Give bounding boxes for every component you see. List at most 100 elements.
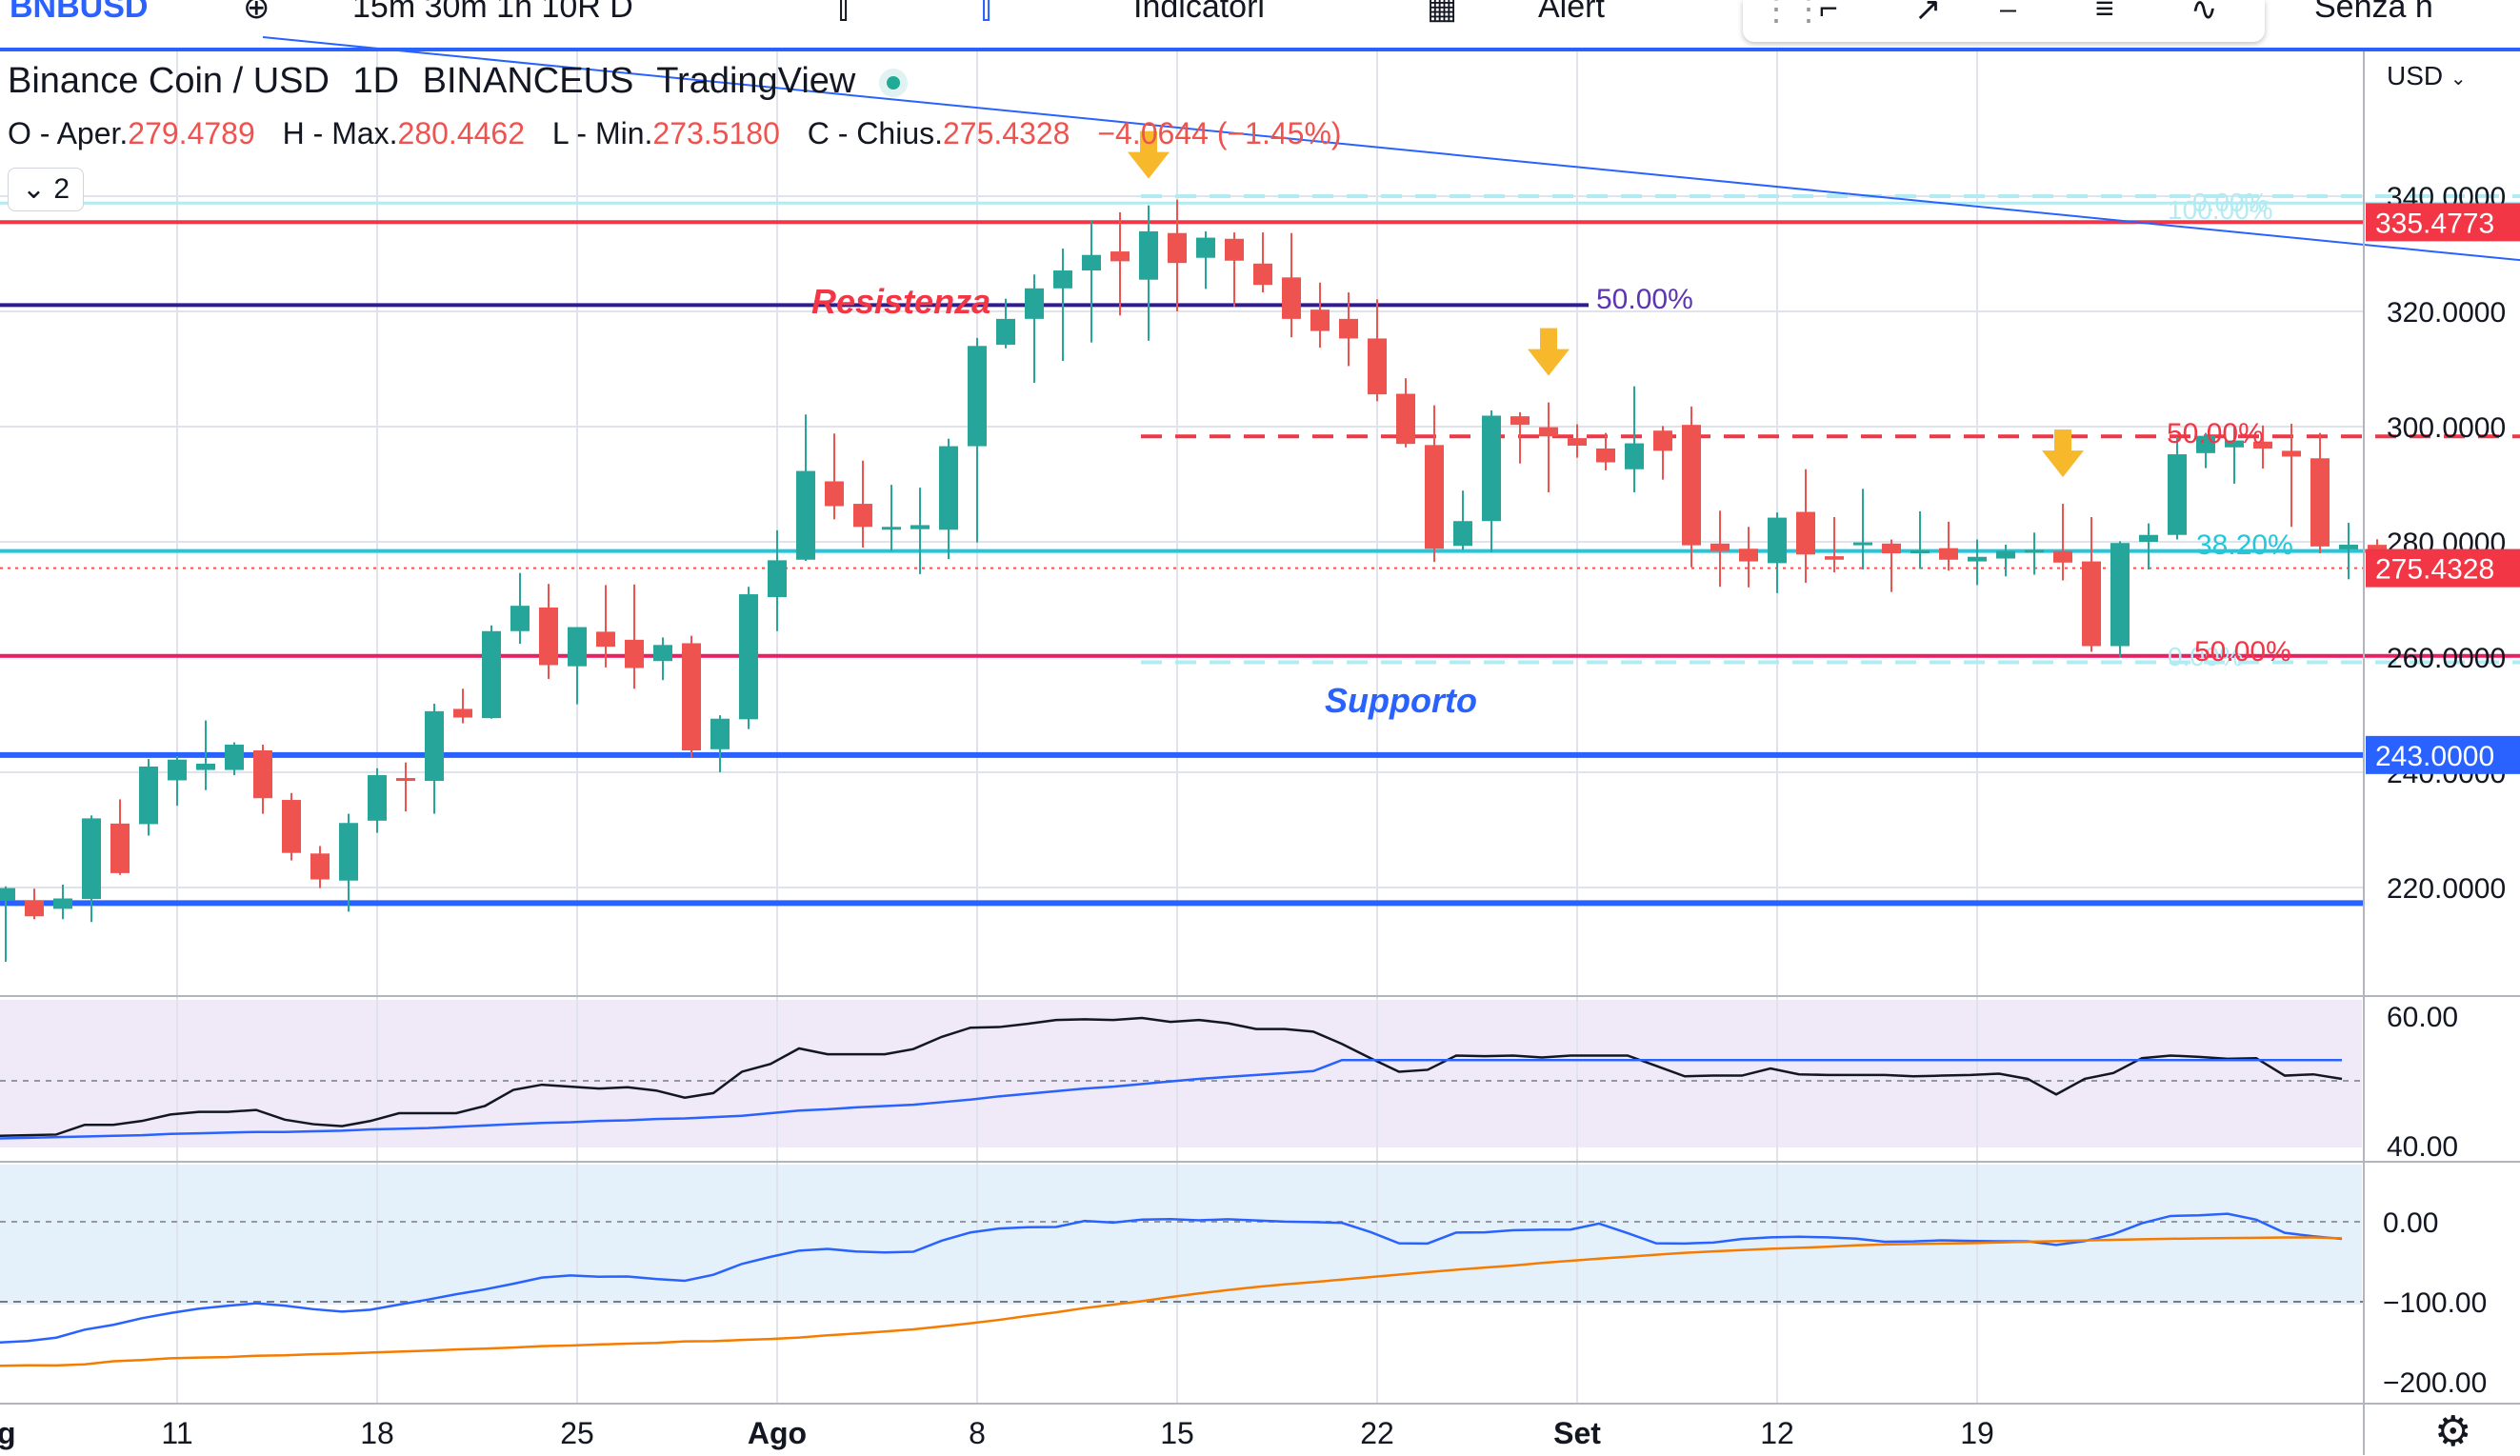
trendline-tool-icon[interactable]: ⌐ [1819, 0, 1838, 27]
candles [0, 130, 2387, 963]
candle-body [625, 639, 644, 668]
candle-body [1510, 416, 1530, 426]
price-axis-label: 320.0000 [2387, 297, 2506, 329]
oscillators [0, 1016, 2364, 1367]
arrow-head [1128, 151, 1170, 179]
candle-body [1082, 254, 1101, 271]
low-label: L - Min. [551, 116, 653, 150]
alert-button[interactable]: Alert [1538, 0, 1605, 25]
osc2-axis-label: 0.00 [2383, 1207, 2438, 1239]
candle-body [539, 607, 558, 666]
fib-50-purple-label: 50.00% [1596, 284, 1693, 315]
settings-gear-icon[interactable]: ⚙ [2434, 1408, 2472, 1455]
candle-body [1625, 443, 1644, 469]
candle-body [653, 645, 672, 662]
candle-body [1053, 270, 1072, 289]
candle-body [996, 318, 1015, 346]
time-axis-label: 25 [560, 1416, 594, 1450]
candle-body [1768, 517, 1787, 564]
indicators-button[interactable]: Indicatori [1133, 0, 1265, 25]
candle-body [82, 818, 101, 900]
candle-body [1253, 263, 1272, 286]
indicators-collapse-button[interactable]: ⌄ 2 [8, 168, 84, 211]
price-axis-label: 260.0000 [2387, 643, 2506, 674]
high-value: 280.4462 [397, 116, 525, 150]
osc2-line-orange [0, 1236, 2343, 1367]
layout-name-button[interactable]: Senza n [2314, 0, 2433, 25]
osc2-line-blue [0, 1212, 2343, 1345]
candle-body [882, 527, 901, 530]
candle-body [1739, 548, 1758, 562]
brush-tool-icon[interactable]: ↗ [1914, 0, 1942, 28]
candle-body [939, 446, 958, 530]
candle-body [853, 504, 872, 528]
time-axis[interactable]: ug 11 18 25 Ago 8 15 22 Set 12 19 [0, 1416, 1994, 1450]
candle-body [1796, 511, 1815, 555]
candle-body [25, 900, 44, 917]
resistance-label: Resistenza [811, 282, 990, 321]
templates-icon[interactable]: ▦ [1427, 0, 1458, 26]
candles-icon[interactable]: ⫿ [981, 0, 991, 25]
time-axis-label: 12 [1760, 1416, 1794, 1450]
candle-body [310, 853, 330, 880]
support-label: Supporto [1325, 681, 1477, 720]
open-value: 279.4789 [128, 116, 255, 150]
candle-body [453, 708, 472, 718]
chevron-down-icon: ⌄ [2450, 69, 2467, 90]
candle-body [1539, 427, 1558, 437]
compare-icon[interactable]: ⊕ [243, 0, 270, 26]
time-axis-label: 22 [1360, 1416, 1394, 1450]
fib-tool-icon[interactable]: ≡ [2095, 0, 2114, 27]
interval-buttons[interactable]: 15m 30m 1h 10R D [352, 0, 633, 25]
price-badge-bg [2366, 548, 2520, 588]
arrow-head [2042, 450, 2084, 478]
change-value: −4.0644 (−1.45%) [1097, 116, 1342, 150]
oscillator2-band [0, 1165, 2362, 1305]
market-status-icon[interactable] [878, 68, 908, 97]
fib-38-label: 38.20% [2196, 529, 2293, 561]
interval-label: 1D [352, 61, 400, 101]
candle-body [2310, 458, 2330, 547]
price-axis-label: 300.0000 [2387, 412, 2506, 444]
arrow-shaft [1540, 328, 1557, 351]
drag-handle-icon[interactable]: ⋮⋮ [1760, 0, 1825, 28]
candle-body [768, 560, 787, 598]
candle-body [168, 759, 187, 781]
horizontal-levels [0, 36, 2520, 907]
down-arrow-marker [1528, 328, 1570, 376]
hline-tool-icon[interactable]: ⎯ [2000, 0, 2016, 27]
chart-legend-title[interactable]: Binance Coin / USD 1D BINANCEUS TradingV… [8, 61, 921, 102]
fib-50-low-label: 50.00% [2194, 636, 2291, 668]
candle-body [1653, 430, 1672, 451]
candle-body [2139, 534, 2158, 542]
symbol-search-button[interactable]: BNBUSD [10, 0, 149, 25]
arrow-head [1528, 349, 1570, 376]
trendline [262, 36, 2520, 262]
candle-body [2053, 550, 2072, 563]
pattern-tool-icon[interactable]: ∿ [2190, 0, 2218, 28]
price-badge-text: 275.4328 [2375, 554, 2494, 586]
time-axis-label: Set [1553, 1416, 1601, 1450]
candle-body [253, 750, 272, 799]
candle-body [1225, 238, 1244, 261]
currency-selector[interactable]: USD ⌄ [2387, 61, 2467, 91]
candle-body [1368, 338, 1387, 395]
osc2-axis-label: −200.00 [2383, 1367, 2487, 1399]
candle-body [396, 778, 415, 782]
candle-body [1168, 232, 1187, 264]
candle-body [1396, 393, 1415, 445]
candle-body [710, 718, 730, 749]
time-axis-label: Ago [748, 1416, 807, 1450]
price-axis[interactable]: 220.0000240.0000260.0000280.0000300.0000… [2366, 182, 2520, 1399]
osc2-axis-label: −100.00 [2383, 1287, 2487, 1319]
open-label: O - Aper. [8, 116, 129, 150]
candle-body [0, 888, 15, 901]
candle-body [510, 606, 530, 631]
osc1-line-black [0, 1016, 2343, 1138]
candle-body [225, 744, 244, 770]
price-badge-text: 335.4773 [2375, 208, 2494, 239]
candle-body [1139, 230, 1158, 280]
price-badge-bg [2366, 203, 2520, 242]
chart-type-icon[interactable]: ⫿ [838, 0, 849, 25]
